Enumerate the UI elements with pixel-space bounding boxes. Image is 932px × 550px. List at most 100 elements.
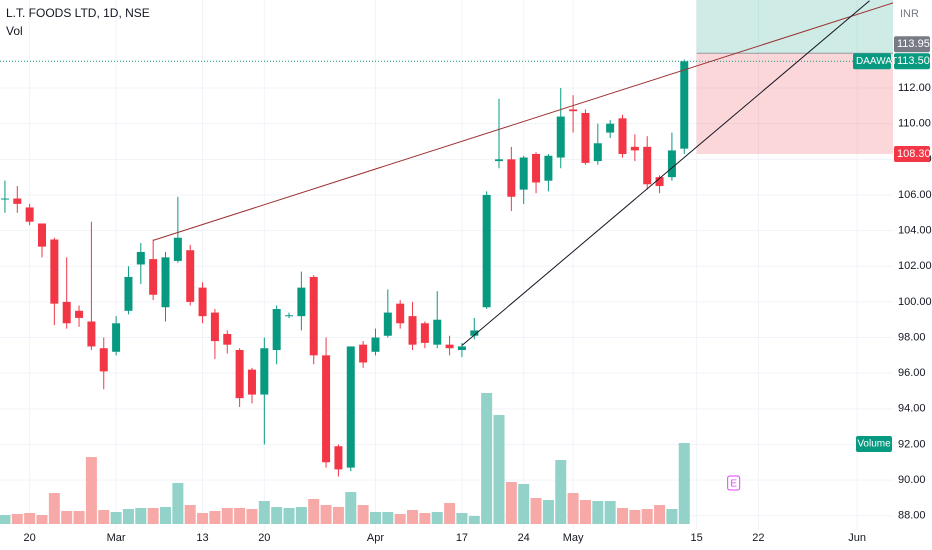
volume-bar (135, 508, 147, 524)
trend-line (153, 2, 893, 241)
volume-bar (542, 500, 554, 524)
candle-body (470, 330, 479, 336)
volume-bar (48, 493, 60, 524)
candle-body (75, 310, 84, 318)
x-tick-label: 20 (258, 532, 270, 544)
volume-tag (856, 436, 892, 452)
candle-body (99, 348, 108, 372)
candle-body (198, 287, 207, 317)
volume-bar (258, 501, 270, 524)
target-zone (696, 0, 893, 54)
candle-body (0, 198, 9, 200)
volume-bar (493, 415, 505, 524)
candle-body (297, 287, 306, 317)
candle-body (260, 348, 269, 395)
candle-body (186, 250, 195, 302)
y-tick-label: 94.00 (898, 403, 926, 415)
volume-bar (505, 482, 517, 524)
volume-bar (617, 508, 629, 524)
y-tick-label: 110.00 (898, 118, 931, 130)
subtitle: Vol (6, 24, 23, 38)
y-tick-label: 90.00 (898, 474, 926, 486)
event-label: E (730, 479, 737, 490)
candle-body (396, 303, 405, 324)
candle-body (680, 61, 689, 149)
candle-body (235, 350, 244, 399)
y-tick-label: 102.00 (898, 260, 932, 272)
volume-bar (604, 501, 616, 524)
volume-bar (518, 484, 530, 524)
volume-bar (419, 513, 431, 524)
candle-body (62, 301, 71, 324)
volume-bar (678, 443, 690, 524)
candle-body (161, 257, 170, 308)
volume-bar (122, 509, 134, 524)
volume-bar (666, 509, 678, 524)
volume-bar (407, 510, 419, 524)
candle-body (606, 123, 615, 133)
candle-body (50, 239, 59, 304)
plot-area (0, 0, 893, 524)
volume-bar (357, 505, 369, 524)
candle-body (383, 312, 392, 336)
volume-bar (197, 513, 209, 524)
volume-bar (283, 508, 295, 524)
volume-bar (444, 503, 456, 524)
x-tick-label: Apr (367, 532, 384, 544)
x-tick-label: 20 (24, 532, 36, 544)
volume-bar (24, 513, 36, 524)
volume-bar (221, 508, 233, 524)
candle-body (581, 112, 590, 163)
candle-body (13, 198, 22, 204)
candle-body (482, 194, 491, 308)
volume-bar (629, 510, 641, 524)
volume-bar (530, 498, 542, 524)
volume-bar (579, 500, 591, 524)
candle-body (655, 177, 664, 187)
candle-body (667, 150, 676, 178)
price-tag-label: 113.95 (897, 38, 930, 50)
candle-body (112, 323, 121, 352)
volume-bar (160, 507, 172, 524)
y-tick-label: 96.00 (898, 367, 926, 379)
volume-bar (209, 511, 221, 524)
grid (0, 0, 893, 530)
chart-title: L.T. FOODS LTD, 1D, NSE (6, 6, 150, 20)
y-tick-label: 106.00 (898, 189, 932, 201)
volume-bar (456, 513, 468, 524)
volume-bar (431, 512, 443, 524)
candle-body (247, 369, 256, 395)
x-tick-label: Mar (107, 532, 126, 544)
y-tick-label: 112.00 (898, 82, 931, 94)
candle-body (494, 159, 503, 162)
symbol-label: DAAWAT (856, 56, 897, 67)
volume-bar (332, 507, 344, 524)
volume-bar (246, 509, 258, 524)
volume-bar (234, 508, 246, 524)
volume-bar (85, 457, 97, 524)
candle-body (519, 157, 528, 190)
candle-body (25, 207, 34, 222)
candle-body (532, 153, 541, 183)
y-tick-label: 100.00 (898, 296, 932, 308)
candle-body (136, 251, 145, 265)
volume-bar (654, 505, 666, 524)
candle-body (359, 344, 368, 363)
candle-body (309, 276, 318, 356)
volume-bar (481, 393, 493, 524)
candle-body (630, 146, 639, 151)
volume-bar (468, 516, 480, 524)
volume-bar (0, 515, 11, 524)
x-tick-label: 22 (752, 532, 764, 544)
candle-body (173, 237, 182, 261)
price-tag (894, 36, 930, 53)
candle-body (420, 323, 429, 343)
volume-bar (73, 511, 85, 524)
volume-bar (641, 509, 653, 524)
volume-bar (61, 511, 73, 524)
volume-bar (567, 493, 579, 524)
volume-bar (382, 512, 394, 524)
candle-body (371, 337, 380, 352)
volume-tag-label: Volume (857, 439, 891, 450)
y-tick-label: 92.00 (898, 438, 926, 450)
